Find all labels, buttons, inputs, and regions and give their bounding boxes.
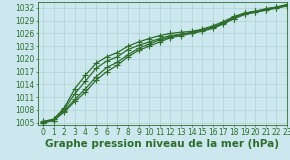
- X-axis label: Graphe pression niveau de la mer (hPa): Graphe pression niveau de la mer (hPa): [46, 139, 279, 149]
